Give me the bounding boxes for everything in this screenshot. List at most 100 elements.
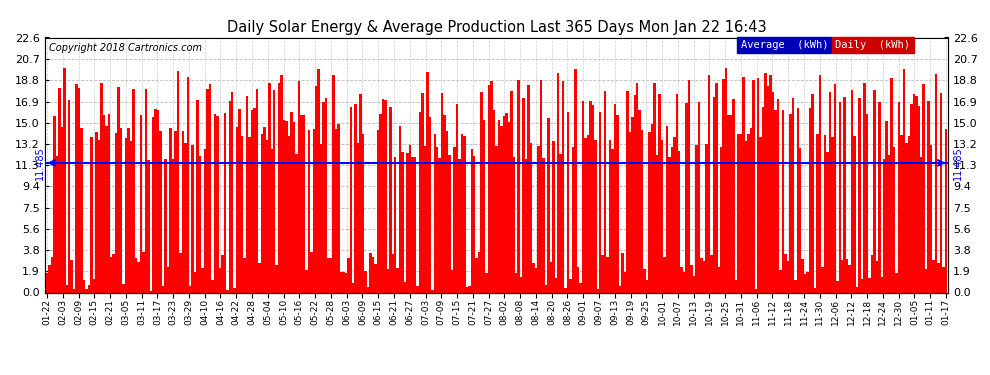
Bar [533,263,535,292]
Bar [648,132,650,292]
Bar [333,75,335,292]
Bar [749,128,752,292]
Bar [663,257,665,292]
Bar [135,258,138,292]
Bar [434,134,436,292]
Bar [171,159,174,292]
Bar [335,129,338,292]
Bar [88,285,90,292]
Bar [695,145,698,292]
Bar [713,98,715,292]
Bar [349,107,352,292]
Bar [789,114,792,292]
Bar [744,141,747,292]
Bar [940,93,942,292]
Bar [189,286,191,292]
Bar [429,117,431,292]
Bar [382,99,384,292]
Bar [683,272,685,292]
Bar [920,156,923,292]
Bar [250,110,253,292]
Bar [186,76,189,292]
Bar [325,98,328,292]
Bar [819,75,822,292]
Bar [140,115,143,292]
Bar [597,289,599,292]
Bar [604,91,607,292]
Bar [525,159,528,292]
Bar [572,147,574,292]
Bar [196,100,199,292]
Bar [485,273,488,292]
Bar [564,288,567,292]
Bar [263,128,265,292]
Bar [738,134,740,292]
Bar [673,137,675,292]
Bar [794,280,797,292]
Bar [735,280,738,292]
Bar [352,283,354,292]
Bar [310,252,313,292]
Bar [478,252,480,292]
Bar [680,267,683,292]
Bar [253,108,255,292]
Bar [204,149,206,292]
Bar [530,143,533,292]
Bar [535,268,538,292]
Bar [191,144,194,292]
Bar [885,121,888,292]
Bar [705,144,708,292]
Bar [161,285,164,292]
Bar [895,273,898,292]
Bar [523,98,525,292]
Bar [154,109,157,292]
Bar [700,258,703,292]
Bar [159,131,161,292]
Bar [668,157,670,292]
Bar [836,281,839,292]
Bar [665,126,668,292]
Bar [152,117,154,292]
Bar [444,115,446,292]
Bar [315,86,318,292]
Bar [562,81,564,292]
Bar [614,104,616,292]
Bar [169,128,171,292]
Bar [374,264,377,292]
Bar [95,132,98,292]
Bar [313,129,315,292]
Bar [703,261,705,292]
Bar [653,83,655,292]
Bar [115,133,118,292]
Bar [797,108,799,292]
Bar [611,149,614,292]
Bar [845,260,848,292]
Bar [733,99,735,292]
Bar [465,287,468,292]
Bar [446,131,448,292]
Bar [915,96,918,292]
Bar [221,255,224,292]
Bar [515,273,518,292]
Bar [710,255,713,292]
Bar [834,84,836,292]
Bar [554,278,557,292]
Bar [285,121,288,292]
Bar [594,140,597,292]
Bar [404,282,406,292]
Bar [644,269,645,292]
Bar [216,116,219,292]
Bar [369,253,372,292]
Text: Copyright 2018 Cartronics.com: Copyright 2018 Cartronics.com [50,43,202,52]
Bar [359,94,362,292]
Bar [812,94,814,292]
Bar [824,135,827,292]
Bar [475,258,478,292]
Bar [747,134,749,292]
Bar [488,85,490,292]
Bar [725,68,728,292]
Bar [938,263,940,292]
Bar [787,261,789,292]
Bar [68,100,70,292]
Bar [419,111,421,292]
